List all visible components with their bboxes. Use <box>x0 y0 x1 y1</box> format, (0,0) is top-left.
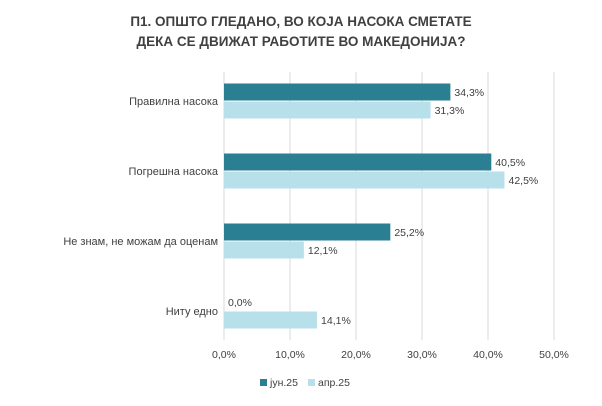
x-axis-ticks: 0,0% 10,0% 20,0% 30,0% 40,0% 50,0% <box>212 349 569 361</box>
data-label-jun25-3: 0,0% <box>228 297 252 309</box>
x-tick-label-1: 10,0% <box>275 349 305 361</box>
data-label-apr25-2: 12,1% <box>308 245 338 257</box>
category-label-2: Не знам, не можам да оценам <box>63 236 218 248</box>
legend-label-1: апр.25 <box>318 377 350 389</box>
x-tick-label-3: 30,0% <box>407 349 437 361</box>
legend-swatch-1 <box>308 379 315 386</box>
bar-jun25-0 <box>224 83 451 101</box>
category-label-3: Ниту едно <box>166 306 218 318</box>
bar-jun25-1 <box>224 153 492 171</box>
chart-title-line-2: ДЕКА СЕ ДВИЖАТ РАБОТИТЕ ВО МАКЕДОНИЈА? <box>137 34 466 49</box>
category-label-0: Правилна насока <box>129 96 219 108</box>
category-label-1: Погрешна насока <box>129 166 219 178</box>
data-label-jun25-1: 40,5% <box>495 157 525 169</box>
bar-jun25-2 <box>224 223 391 241</box>
bar-apr25-3 <box>224 311 318 329</box>
legend-swatch-0 <box>260 379 267 386</box>
chart-title-line-1: П1. ОПШТО ГЛЕДАНО, ВО КОЈА НАСОКА СМЕТАТ… <box>130 14 471 29</box>
x-tick-label-4: 40,0% <box>473 349 503 361</box>
x-tick-label-0: 0,0% <box>212 349 236 361</box>
data-label-apr25-3: 14,1% <box>321 315 351 327</box>
data-label-jun25-0: 34,3% <box>454 87 484 99</box>
x-tick-label-2: 20,0% <box>341 349 371 361</box>
x-tick-label-5: 50,0% <box>539 349 569 361</box>
data-label-apr25-1: 42,5% <box>509 175 539 187</box>
bar-apr25-2 <box>224 241 304 259</box>
bars-group: 34,3% 31,3% 40,5% 42,5% 25,2% 12,1% 0,0% 14,1% <box>224 83 539 329</box>
bar-apr25-1 <box>224 171 505 189</box>
bar-apr25-0 <box>224 101 431 119</box>
legend-label-0: јун.25 <box>269 377 298 389</box>
category-labels: Правилна насока Погрешна насока Не знам, н… <box>63 96 219 318</box>
data-label-jun25-2: 25,2% <box>394 227 424 239</box>
legend: јун.25 апр.25 <box>260 377 350 389</box>
data-label-apr25-0: 31,3% <box>435 105 465 117</box>
